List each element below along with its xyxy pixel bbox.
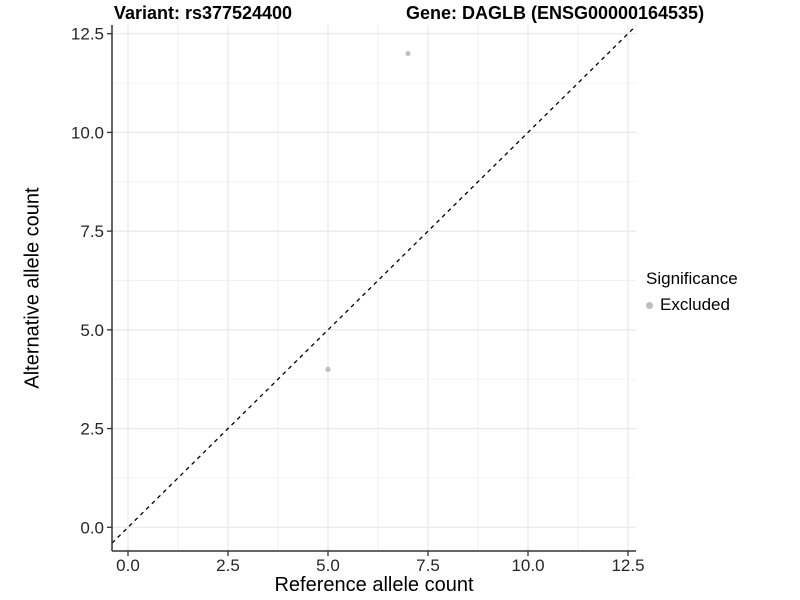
y-tick-label: 7.5	[80, 222, 104, 241]
y-tick-label: 2.5	[80, 420, 104, 439]
legend-title: Significance	[646, 269, 738, 288]
legend-entry-excluded: Excluded	[646, 295, 738, 315]
y-axis-title: Alternative allele count	[21, 187, 44, 389]
plot-title-variant: Variant: rs377524400	[113, 3, 293, 23]
data-point	[405, 50, 411, 57]
x-tick-label: 2.5	[216, 556, 240, 575]
legend-entry-label: Excluded	[660, 295, 730, 314]
x-tick-label: 7.5	[416, 556, 440, 575]
data-point	[325, 366, 331, 372]
x-tick-label: 12.5	[611, 556, 644, 575]
plot-title-gene: Gene: DAGLB (ENSG00000164535)	[405, 3, 705, 23]
excluded-circle-icon	[646, 301, 653, 309]
y-tick-label: 0.0	[80, 518, 104, 537]
identity-dashed-line	[111, 25, 637, 544]
y-tick-label: 10.0	[71, 123, 104, 142]
x-axis-title: Reference allele count	[274, 574, 474, 596]
y-tick-label: 12.5	[71, 25, 104, 44]
y-tick-label: 5.0	[80, 321, 104, 340]
x-tick-label: 10.0	[511, 556, 544, 575]
legend: Significance Excluded	[646, 269, 738, 315]
x-tick-label: 5.0	[316, 556, 340, 575]
x-tick-label: 0.0	[116, 556, 140, 575]
